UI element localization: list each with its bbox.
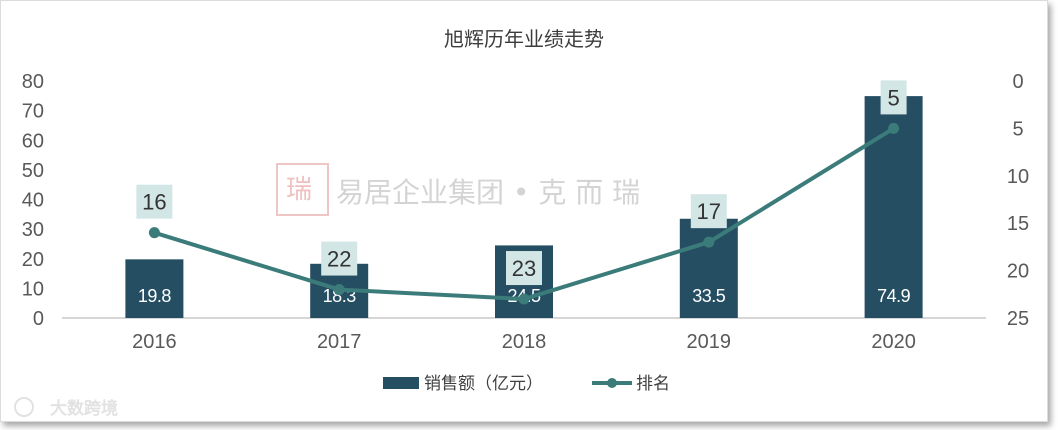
y-left-axis: 0 10 20 30 40 50 60 70 80 [22, 71, 44, 330]
legend-line-marker [607, 378, 617, 388]
rank-label-box [880, 80, 907, 115]
bar-value-label: 33.5 [692, 286, 726, 306]
corner-logo-icon [14, 397, 34, 417]
rank-label-box [506, 251, 542, 286]
kerui-seal-glyph: 瑞 [286, 175, 312, 205]
watermark: 瑞 易居企业集团 • 克 而 瑞 [276, 163, 640, 216]
y-left-tick-label: 50 [22, 160, 44, 182]
x-tick-label: 2020 [871, 331, 916, 353]
x-tick-label: 2018 [502, 331, 547, 353]
y-left-tick-label: 80 [22, 71, 44, 93]
line-series [148, 122, 900, 305]
legend-bar-label: 销售额（亿元） [424, 374, 543, 394]
rank-label-box [136, 184, 173, 219]
y-left-tick-label: 60 [22, 130, 44, 152]
y-left-tick-label: 40 [22, 190, 44, 212]
y-right-tick-label: 25 [1007, 308, 1029, 330]
legend-bar-swatch [383, 377, 419, 389]
y-left-tick-label: 20 [22, 249, 44, 271]
y-left-tick-label: 70 [22, 101, 44, 123]
x-axis: 2016 2017 2018 2019 2020 [132, 331, 916, 353]
y-left-tick-label: 10 [22, 278, 44, 300]
y-left-tick-label: 0 [33, 308, 44, 330]
y-right-tick-label: 10 [1007, 166, 1029, 188]
bar [679, 218, 738, 318]
corner-watermark-text: 大数跨境 [50, 398, 118, 419]
bar-value-label: 74.9 [877, 286, 911, 306]
watermark-text: 易居企业集团 • 克 而 瑞 [336, 176, 640, 209]
rank-point [703, 236, 715, 248]
rank-label-box [690, 194, 727, 229]
rank-value-label: 17 [697, 199, 721, 224]
rank-value-label: 23 [512, 256, 536, 281]
legend-line-label: 排名 [636, 374, 670, 394]
kerui-seal-icon [276, 163, 329, 216]
y-left-tick-label: 30 [22, 219, 44, 241]
y-right-tick-label: 15 [1007, 213, 1029, 235]
x-tick-label: 2019 [687, 331, 732, 353]
y-right-tick-label: 20 [1007, 261, 1029, 283]
rank-labels: 16 22 23 17 5 [136, 80, 907, 286]
bar [125, 259, 184, 318]
rank-label-box [321, 241, 358, 276]
bar-value-label: 19.8 [138, 286, 172, 306]
rank-value-label: 16 [142, 190, 166, 215]
y-right-tick-label: 0 [1012, 71, 1023, 93]
rank-point [333, 284, 345, 296]
y-right-axis: 0 5 10 15 20 25 [1007, 71, 1029, 330]
x-tick-label: 2017 [317, 331, 362, 353]
rank-point [888, 122, 900, 134]
legend: 销售额（亿元） 排名 [383, 374, 670, 394]
corner-watermark: 大数跨境 [14, 397, 118, 419]
chart-title: 旭辉历年业绩走势 [444, 27, 604, 51]
rank-point [148, 227, 160, 239]
rank-point [518, 293, 530, 305]
rank-value-label: 5 [887, 85, 899, 110]
rank-value-label: 22 [327, 247, 351, 272]
x-tick-label: 2016 [132, 331, 177, 353]
y-right-tick-label: 5 [1012, 118, 1023, 140]
